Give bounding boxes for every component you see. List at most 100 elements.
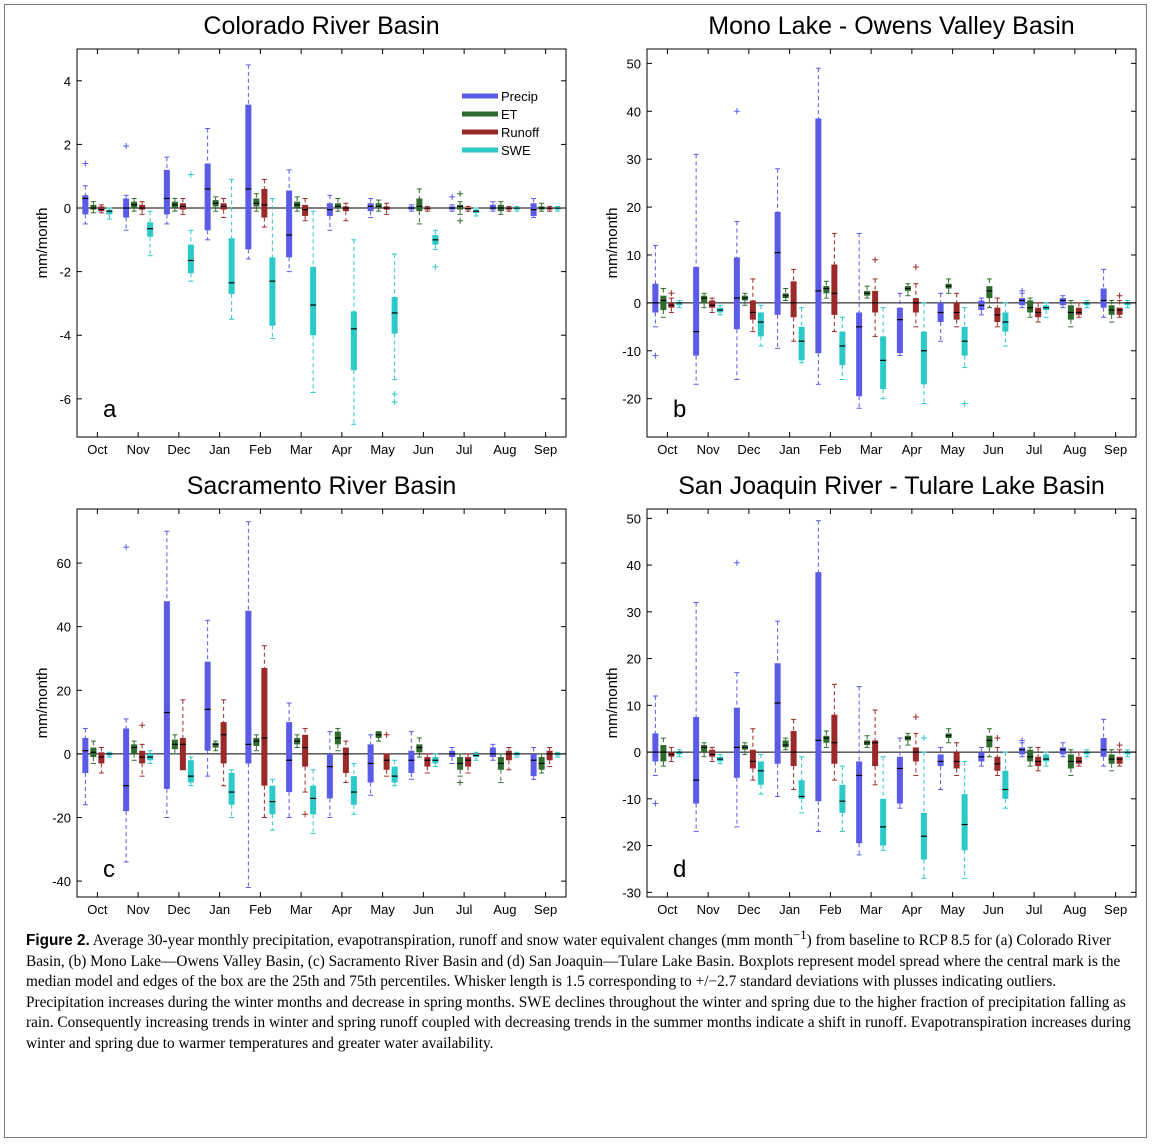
x-tick-label: Mar [290,442,313,457]
box-body [1100,288,1107,308]
box-body [253,198,260,207]
legend-label: SWE [501,143,531,158]
box-precip-aug [1059,742,1066,758]
box-body [1027,300,1034,313]
x-tick-label: Apr [332,902,353,917]
box-body [872,290,879,313]
outlier-plus [1019,737,1026,744]
box-body [798,326,805,361]
box-precip-feb [245,521,252,888]
outlier-plus [961,400,968,407]
box-et-mar [864,735,871,748]
box-runoff-mar [872,256,879,337]
figure-frame [4,4,1147,1138]
figure-caption: Figure 2. Average 30-year monthly precip… [26,925,1132,1054]
box-body [310,785,317,815]
box-body [693,266,700,356]
box-runoff-aug [505,747,512,771]
box-body [660,745,667,762]
box-runoff-jul [1035,746,1042,772]
box-runoff-jun [424,753,431,774]
box-body [82,195,89,215]
caption-text-1: Average 30-year monthly precipitation, e… [89,932,794,950]
outlier-plus [391,391,398,398]
box-body [204,163,211,231]
box-et-feb [253,193,260,212]
box-body [1116,307,1123,315]
panel-letter: b [673,396,686,423]
box-swe-oct [676,299,683,309]
box-runoff-aug [1075,302,1082,318]
box-swe-jun [1002,302,1009,347]
box-body [815,572,822,802]
box-et-jun [416,737,423,758]
legend-label: Precip [501,89,538,104]
box-runoff-apr [912,263,919,328]
x-tick-label: Feb [249,442,271,457]
x-tick-label: Jan [209,902,230,917]
outlier-plus [920,735,927,742]
box-swe-feb [839,765,846,833]
box-precip-sep [530,197,537,219]
box-runoff-oct [98,204,105,214]
box-body [98,752,105,764]
box-body [1083,752,1090,755]
y-tick-label: 40 [57,620,71,635]
box-body [676,752,683,755]
x-tick-label: Apr [332,442,353,457]
box-body [823,286,830,294]
box-runoff-oct [668,746,675,762]
plot-frame [76,508,567,898]
box-et-oct [660,288,667,318]
box-runoff-nov [139,722,146,777]
box-et-sep [1108,749,1115,772]
box-runoff-jun [994,297,1001,328]
x-tick-label: Feb [249,902,271,917]
box-body [131,744,138,754]
box-runoff-dec [179,197,186,215]
box-body [90,204,97,210]
box-precip-feb [815,67,822,385]
box-precip-mar [286,702,293,818]
box-precip-oct [652,695,659,807]
box-body [652,733,659,762]
box-swe-nov [717,753,724,765]
box-runoff-nov [709,297,716,313]
box-precip-jun [408,731,415,780]
box-body [856,761,863,844]
box-swe-may [961,760,968,879]
y-tick-label: 0 [634,745,641,760]
panel-b: Mono Lake - Owens Valley Basin -20 -10 0 10 2… [570,0,1140,460]
box-body [774,211,781,315]
x-tick-label: Oct [657,442,678,457]
box-et-apr [904,732,911,746]
box-precip-mar [856,232,863,409]
x-tick-label: Jun [413,442,434,457]
outlier-plus [449,193,456,200]
box-runoff-jul [465,205,472,212]
box-body [489,747,496,758]
outlier-plus [1019,287,1026,294]
y-tick-label: -2 [59,265,71,280]
box-swe-aug [1083,749,1090,758]
box-precip-oct [82,727,89,806]
box-body [839,784,846,813]
box-precip-dec [733,108,740,381]
box-body [334,203,341,209]
chart-title: San Joaquin River - Tulare Lake Basin [678,472,1105,500]
box-body [912,298,919,313]
box-et-nov [131,197,138,212]
box-precip-nov [123,143,130,231]
box-body [228,772,235,805]
box-et-jun [986,728,993,758]
box-precip-sep [1100,268,1107,318]
box-swe-jan [228,769,235,818]
chart-svg: Sacramento River Basin -40 -20 0 20 40 60 Oct No… [34,472,567,917]
x-tick-label: Nov [127,902,151,917]
box-precip-jun [408,204,415,212]
box-body [326,753,333,799]
box-swe-oct [676,749,683,758]
caption-text-2: ) from baseline to RCP 8.5 for (a) Color… [26,932,1131,1052]
box-precip-oct [82,160,89,225]
outlier-plus [457,217,464,224]
